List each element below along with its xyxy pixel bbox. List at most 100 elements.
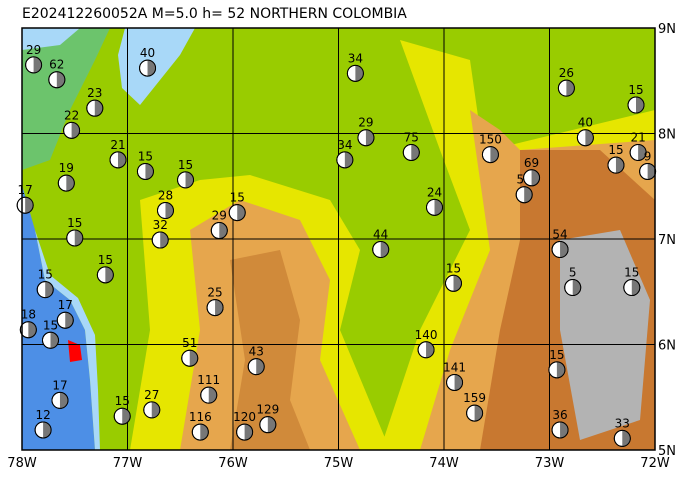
- beachball-quadrant: [215, 299, 224, 316]
- beachball-quadrant: [74, 229, 83, 246]
- depth-label: 62: [49, 58, 64, 72]
- x-tick-label: 78W: [7, 456, 37, 471]
- beachball-rim: [446, 373, 464, 391]
- depth-label: 51: [182, 336, 197, 350]
- depth-label: 29: [358, 116, 373, 130]
- beachball-rim: [51, 391, 69, 409]
- depth-label: 15: [98, 253, 113, 267]
- depth-label: 150: [479, 133, 502, 147]
- focal-mechanism: [206, 299, 224, 317]
- beachball-rim: [200, 386, 218, 404]
- beachball-quadrant: [94, 100, 103, 117]
- beachball-quadrant: [145, 163, 154, 180]
- focal-mechanism: [51, 391, 69, 409]
- depth-label: 29: [212, 209, 227, 223]
- focal-mechanism: [86, 99, 104, 117]
- depth-label: 18: [21, 308, 36, 322]
- focal-mechanism: [639, 162, 657, 180]
- y-tick-label: 9N: [658, 22, 676, 37]
- depth-label: 15: [43, 318, 58, 332]
- depth-label: 43: [249, 345, 264, 359]
- focal-mechanism: [210, 222, 228, 240]
- x-tick-label: 76W: [218, 456, 248, 471]
- y-tick-label: 6N: [658, 339, 676, 354]
- depth-label: 69: [524, 156, 539, 170]
- beachball-quadrant: [165, 202, 174, 219]
- beachball-rim: [466, 404, 484, 422]
- beachball-rim: [16, 196, 34, 214]
- beachball-rim: [181, 349, 199, 367]
- beachball-quadrant: [647, 163, 656, 180]
- beachball-quadrant: [28, 321, 37, 338]
- beachball-quadrant: [267, 416, 276, 433]
- beachball-quadrant: [71, 122, 80, 139]
- depth-label: 24: [427, 185, 442, 199]
- beachball-quadrant: [344, 151, 353, 168]
- beachball-rim: [36, 281, 54, 299]
- beachball-rim: [236, 423, 254, 441]
- beachball-rim: [402, 143, 420, 161]
- depth-label: 15: [138, 149, 153, 163]
- beachball-quadrant: [585, 129, 594, 146]
- depth-label: 25: [207, 286, 222, 300]
- depth-label: 29: [26, 43, 41, 57]
- focal-mechanism: [16, 196, 34, 214]
- beachball-rim: [19, 321, 37, 339]
- beachball-quadrant: [256, 358, 265, 375]
- beachball-rim: [548, 361, 566, 379]
- focal-mechanism: [136, 162, 154, 180]
- beachball-rim: [96, 266, 114, 284]
- y-tick-label: 8N: [658, 128, 676, 143]
- beachball-rim: [551, 241, 569, 259]
- x-tick-label: 77W: [113, 456, 143, 471]
- focal-mechanism: [19, 321, 37, 339]
- depth-label: 17: [58, 298, 73, 312]
- depth-label: 140: [415, 328, 438, 342]
- focal-mechanism: [564, 279, 582, 297]
- beachball-rim: [607, 156, 625, 174]
- beachball-quadrant: [411, 144, 420, 161]
- depth-label: 34: [348, 51, 363, 65]
- beachball-rim: [417, 341, 435, 359]
- beachball-rim: [481, 146, 499, 164]
- beachball-quadrant: [45, 281, 54, 298]
- beachball-quadrant: [200, 424, 209, 441]
- beachball-quadrant: [160, 232, 169, 249]
- beachball-rim: [623, 279, 641, 297]
- beachball-rim: [627, 96, 645, 114]
- beachball-quadrant: [151, 401, 160, 418]
- focal-mechanism: [41, 331, 59, 349]
- focal-mechanism: [57, 174, 75, 192]
- beachball-quadrant: [524, 186, 533, 203]
- beachball-rim: [210, 222, 228, 240]
- focal-mechanism: [613, 429, 631, 447]
- depth-label: 40: [140, 46, 155, 60]
- depth-label: 15: [115, 394, 130, 408]
- focal-mechanism: [139, 59, 157, 77]
- beachball-rim: [357, 129, 375, 147]
- depth-label: 36: [552, 408, 567, 422]
- focal-mechanism: [109, 151, 127, 169]
- beachball-quadrant: [219, 222, 228, 239]
- beachball-quadrant: [122, 408, 131, 425]
- beachball-rim: [551, 421, 569, 439]
- beachball-rim: [444, 274, 462, 292]
- depth-label: 44: [373, 228, 388, 242]
- depth-label: 28: [158, 189, 173, 203]
- beachball-quadrant: [454, 374, 463, 391]
- beachball-quadrant: [50, 332, 59, 349]
- focal-mechanism: [444, 274, 462, 292]
- focal-mechanism: [481, 146, 499, 164]
- beachball-quadrant: [638, 144, 647, 161]
- focal-mechanism: [357, 129, 375, 147]
- x-tick-label: 72W: [640, 456, 670, 471]
- beachball-rim: [56, 311, 74, 329]
- beachball-rim: [191, 423, 209, 441]
- focal-mechanism: [25, 56, 43, 74]
- depth-label: 15: [628, 83, 643, 97]
- beachball-rim: [156, 202, 174, 220]
- beachball-quadrant: [237, 204, 246, 221]
- depth-label: 111: [197, 373, 220, 387]
